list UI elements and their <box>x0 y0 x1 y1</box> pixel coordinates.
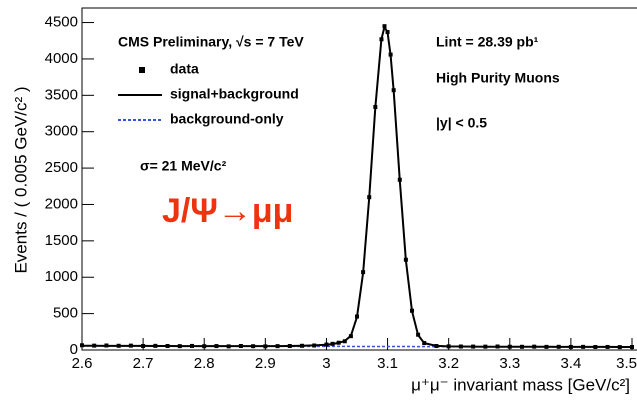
data-point <box>141 343 146 348</box>
x-tick-label: 3.1 <box>377 355 398 372</box>
y-tick-label: 3000 <box>45 123 78 140</box>
x-tick-label: 3.3 <box>499 355 520 372</box>
data-point <box>581 344 586 349</box>
data-point <box>324 342 329 347</box>
data-point <box>92 343 97 348</box>
data-point <box>556 344 561 349</box>
data-point <box>544 344 549 349</box>
annotation: Lint = 28.39 pb¹ <box>436 34 539 50</box>
y-tick-label: 1500 <box>45 232 78 249</box>
data-point <box>361 270 366 275</box>
data-point <box>388 52 393 57</box>
y-tick-label: 500 <box>53 305 78 322</box>
data-point <box>416 332 421 337</box>
data-point <box>275 344 280 349</box>
legend-label: background-only <box>170 111 284 127</box>
data-point <box>238 343 243 348</box>
legend-label: signal+background <box>170 86 299 102</box>
data-point <box>434 343 439 348</box>
data-point <box>382 24 387 29</box>
y-tick-label: 1000 <box>45 268 78 285</box>
data-point <box>397 177 402 182</box>
data-point <box>422 341 427 346</box>
data-point <box>202 344 207 349</box>
data-point <box>165 343 170 348</box>
data-point <box>403 257 408 262</box>
x-tick-label: 3 <box>322 355 330 372</box>
data-point <box>214 344 219 349</box>
data-point <box>495 344 500 349</box>
data-point <box>348 334 353 339</box>
y-axis-label: Events / ( 0.005 GeV/c² ) <box>11 86 30 273</box>
annotation: High Purity Muons <box>436 70 560 86</box>
data-point <box>177 344 182 349</box>
annotation: J/Ψ→μμ <box>162 192 293 230</box>
data-point <box>391 88 396 93</box>
y-tick-label: 0 <box>70 341 78 358</box>
y-tick-label: 4000 <box>45 50 78 67</box>
data-point <box>367 195 372 200</box>
data-point <box>226 344 231 349</box>
x-tick-label: 2.7 <box>133 355 154 372</box>
x-axis-label: μ⁺μ⁻ invariant mass [GeV/c²] <box>411 375 630 394</box>
data-point <box>630 345 634 350</box>
data-point <box>532 344 537 349</box>
data-point <box>190 343 194 348</box>
data-point <box>593 345 598 350</box>
legend-marker <box>139 67 145 73</box>
annotation: CMS Preliminary, √s = 7 TeV <box>118 34 304 50</box>
data-point <box>251 344 256 349</box>
data-point <box>617 345 622 350</box>
data-point <box>300 343 304 348</box>
data-point <box>80 343 84 348</box>
x-tick-label: 2.8 <box>194 355 215 372</box>
data-point <box>568 344 573 349</box>
data-point <box>471 344 476 349</box>
annotation: |y| < 0.5 <box>436 115 487 131</box>
data-point <box>116 343 121 348</box>
x-tick-label: 2.6 <box>72 355 93 372</box>
data-point <box>128 343 133 348</box>
data-point <box>153 343 158 348</box>
data-point <box>342 339 347 344</box>
fit-curve <box>82 24 632 348</box>
plot-frame <box>81 7 637 351</box>
x-tick-label: 3.4 <box>560 355 581 372</box>
data-point <box>520 344 524 349</box>
data-point <box>287 343 292 348</box>
data-point <box>373 104 378 109</box>
data-point <box>379 37 384 42</box>
y-tick-label: 4500 <box>45 14 78 31</box>
data-point <box>355 314 359 319</box>
data-point <box>605 344 610 349</box>
y-tick-label: 3500 <box>45 86 78 103</box>
data-point <box>458 344 463 349</box>
x-tick-label: 3.5 <box>616 355 637 372</box>
data-point <box>263 344 268 349</box>
data-point <box>483 344 488 349</box>
data-point <box>312 343 317 348</box>
legend-label: data <box>170 61 199 77</box>
data-point <box>330 341 335 346</box>
x-tick-label: 3.2 <box>438 355 459 372</box>
data-point <box>385 30 390 35</box>
y-tick-label: 2000 <box>45 195 78 212</box>
annotation: σ= 21 MeV/c² <box>140 158 227 174</box>
data-point <box>507 344 512 349</box>
data-point <box>446 344 451 349</box>
x-tick-label: 2.9 <box>255 355 276 372</box>
data-point <box>104 343 109 348</box>
y-tick-label: 2500 <box>45 159 78 176</box>
data-point <box>410 308 414 313</box>
data-point <box>336 340 341 345</box>
